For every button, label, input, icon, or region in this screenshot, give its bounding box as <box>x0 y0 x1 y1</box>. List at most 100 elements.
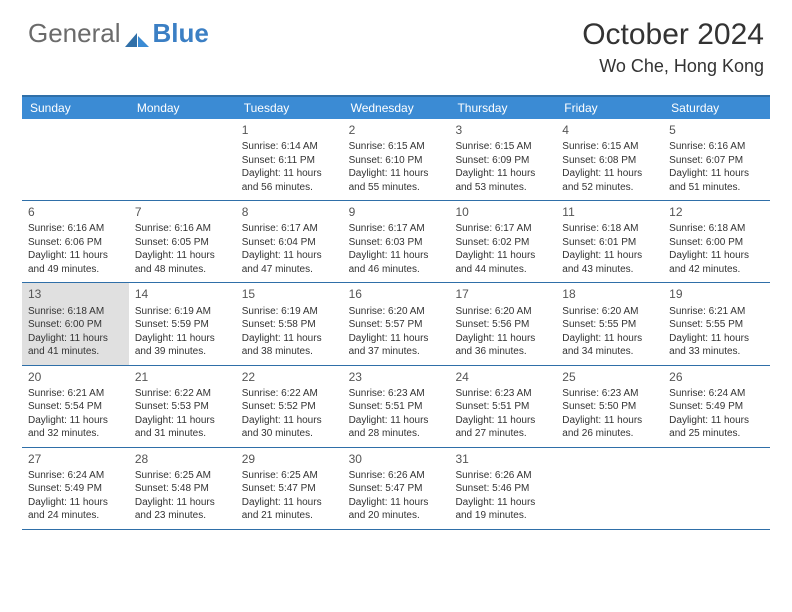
sunset-text: Sunset: 6:04 PM <box>242 236 337 250</box>
calendar: SundayMondayTuesdayWednesdayThursdayFrid… <box>22 95 770 530</box>
sunset-text: Sunset: 6:02 PM <box>455 236 550 250</box>
sunrise-text: Sunrise: 6:25 AM <box>242 469 337 483</box>
day-cell: 27Sunrise: 6:24 AMSunset: 5:49 PMDayligh… <box>22 448 129 529</box>
month-title: October 2024 <box>582 18 764 52</box>
weekday-header: Wednesday <box>343 97 450 119</box>
daylight-line1: Daylight: 11 hours <box>562 167 657 181</box>
daylight-line2: and 23 minutes. <box>135 509 230 523</box>
sunset-text: Sunset: 5:46 PM <box>455 482 550 496</box>
day-cell: 19Sunrise: 6:21 AMSunset: 5:55 PMDayligh… <box>663 283 770 364</box>
daylight-line1: Daylight: 11 hours <box>242 167 337 181</box>
sunset-text: Sunset: 5:53 PM <box>135 400 230 414</box>
sunset-text: Sunset: 5:49 PM <box>669 400 764 414</box>
daylight-line1: Daylight: 11 hours <box>669 167 764 181</box>
daylight-line2: and 48 minutes. <box>135 263 230 277</box>
page-header: General Blue October 2024 Wo Che, Hong K… <box>0 0 792 87</box>
weekday-header: Friday <box>556 97 663 119</box>
daylight-line2: and 25 minutes. <box>669 427 764 441</box>
daylight-line2: and 20 minutes. <box>349 509 444 523</box>
day-number: 4 <box>562 122 657 138</box>
sunrise-text: Sunrise: 6:18 AM <box>28 305 123 319</box>
daylight-line1: Daylight: 11 hours <box>28 249 123 263</box>
sunrise-text: Sunrise: 6:15 AM <box>562 140 657 154</box>
week-row: 27Sunrise: 6:24 AMSunset: 5:49 PMDayligh… <box>22 448 770 530</box>
daylight-line1: Daylight: 11 hours <box>455 332 550 346</box>
sunrise-text: Sunrise: 6:22 AM <box>242 387 337 401</box>
day-cell: 16 Sunrise: 6:20 AMSunset: 5:57 PMDayligh… <box>343 283 450 364</box>
day-cell <box>22 119 129 200</box>
daylight-line1: Daylight: 11 hours <box>349 249 444 263</box>
sunset-text: Sunset: 6:10 PM <box>349 154 444 168</box>
weeks-container: 1Sunrise: 6:14 AMSunset: 6:11 PMDaylight… <box>22 119 770 530</box>
daylight-line1: Daylight: 11 hours <box>28 414 123 428</box>
day-number: 12 <box>669 204 764 220</box>
day-cell: 23Sunrise: 6:23 AMSunset: 5:51 PMDayligh… <box>343 366 450 447</box>
sunset-text: Sunset: 5:58 PM <box>242 318 337 332</box>
daylight-line1: Daylight: 11 hours <box>135 496 230 510</box>
daylight-line1: Daylight: 11 hours <box>669 414 764 428</box>
day-cell: 24Sunrise: 6:23 AMSunset: 5:51 PMDayligh… <box>449 366 556 447</box>
day-cell: 7Sunrise: 6:16 AMSunset: 6:05 PMDaylight… <box>129 201 236 282</box>
sunset-text: Sunset: 5:50 PM <box>562 400 657 414</box>
daylight-line1: Daylight: 11 hours <box>28 332 123 346</box>
day-cell: 21Sunrise: 6:22 AMSunset: 5:53 PMDayligh… <box>129 366 236 447</box>
day-cell <box>663 448 770 529</box>
daylight-line2: and 42 minutes. <box>669 263 764 277</box>
sunset-text: Sunset: 5:52 PM <box>242 400 337 414</box>
day-number: 25 <box>562 369 657 385</box>
day-number: 5 <box>669 122 764 138</box>
sunset-text: Sunset: 6:06 PM <box>28 236 123 250</box>
sunrise-text: Sunrise: 6:17 AM <box>455 222 550 236</box>
day-number: 15 <box>242 286 337 302</box>
week-row: 20Sunrise: 6:21 AMSunset: 5:54 PMDayligh… <box>22 366 770 448</box>
daylight-line2: and 38 minutes. <box>242 345 337 359</box>
sunrise-text: Sunrise: 6:16 AM <box>669 140 764 154</box>
daylight-line1: Daylight: 11 hours <box>349 332 444 346</box>
day-cell: 6Sunrise: 6:16 AMSunset: 6:06 PMDaylight… <box>22 201 129 282</box>
day-number: 26 <box>669 369 764 385</box>
daylight-line1: Daylight: 11 hours <box>562 249 657 263</box>
day-cell: 1Sunrise: 6:14 AMSunset: 6:11 PMDaylight… <box>236 119 343 200</box>
daylight-line2: and 34 minutes. <box>562 345 657 359</box>
day-number: 13 <box>28 286 123 302</box>
weekday-header: Sunday <box>22 97 129 119</box>
sunset-text: Sunset: 5:59 PM <box>135 318 230 332</box>
daylight-line2: and 52 minutes. <box>562 181 657 195</box>
daylight-line1: Daylight: 11 hours <box>135 332 230 346</box>
day-cell: 14Sunrise: 6:19 AMSunset: 5:59 PMDayligh… <box>129 283 236 364</box>
day-number: 21 <box>135 369 230 385</box>
sunset-text: Sunset: 6:11 PM <box>242 154 337 168</box>
daylight-line1: Daylight: 11 hours <box>562 332 657 346</box>
sunset-text: Sunset: 6:08 PM <box>562 154 657 168</box>
daylight-line1: Daylight: 11 hours <box>242 496 337 510</box>
sunrise-text: Sunrise: 6:21 AM <box>28 387 123 401</box>
day-cell: 22Sunrise: 6:22 AMSunset: 5:52 PMDayligh… <box>236 366 343 447</box>
day-number: 23 <box>349 369 444 385</box>
daylight-line2: and 55 minutes. <box>349 181 444 195</box>
day-cell: 13Sunrise: 6:18 AMSunset: 6:00 PMDayligh… <box>22 283 129 364</box>
daylight-line1: Daylight: 11 hours <box>135 249 230 263</box>
sail-icon <box>123 25 151 43</box>
daylight-line2: and 51 minutes. <box>669 181 764 195</box>
sunrise-text: Sunrise: 6:20 AM <box>455 305 550 319</box>
day-number: 11 <box>562 204 657 220</box>
weekday-header: Tuesday <box>236 97 343 119</box>
day-cell: 9Sunrise: 6:17 AMSunset: 6:03 PMDaylight… <box>343 201 450 282</box>
sunrise-text: Sunrise: 6:21 AM <box>669 305 764 319</box>
sunset-text: Sunset: 5:47 PM <box>349 482 444 496</box>
sunrise-text: Sunrise: 6:26 AM <box>455 469 550 483</box>
sunrise-text: Sunrise: 6:20 AM <box>349 305 444 319</box>
sunset-text: Sunset: 5:57 PM <box>349 318 444 332</box>
day-number: 19 <box>669 286 764 302</box>
day-number: 16 <box>349 286 444 302</box>
sunrise-text: Sunrise: 6:24 AM <box>669 387 764 401</box>
day-cell: 3Sunrise: 6:15 AMSunset: 6:09 PMDaylight… <box>449 119 556 200</box>
daylight-line2: and 33 minutes. <box>669 345 764 359</box>
day-cell: 4 Sunrise: 6:15 AMSunset: 6:08 PMDaylight… <box>556 119 663 200</box>
daylight-line2: and 46 minutes. <box>349 263 444 277</box>
sunrise-text: Sunrise: 6:19 AM <box>242 305 337 319</box>
sunset-text: Sunset: 6:09 PM <box>455 154 550 168</box>
day-number: 3 <box>455 122 550 138</box>
day-number: 20 <box>28 369 123 385</box>
daylight-line2: and 49 minutes. <box>28 263 123 277</box>
